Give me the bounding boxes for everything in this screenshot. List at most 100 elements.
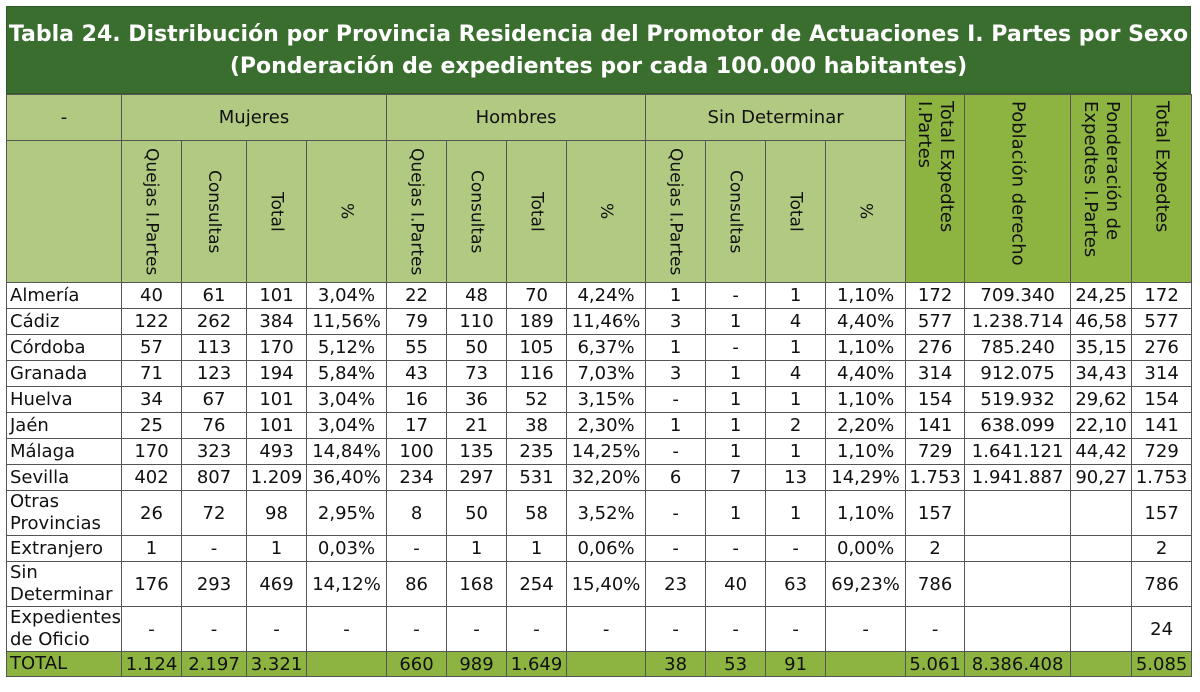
subheader-g0-c0: Quejas I.Partes	[121, 140, 182, 283]
value-cell: 154	[905, 386, 966, 413]
data-table: - Mujeres Hombres Sin Determinar Total E…	[6, 94, 1193, 677]
value-cell: 4	[765, 360, 827, 387]
value-cell: 172	[905, 282, 966, 309]
header-ponderacion: Ponderación de Expedtes I.Partes	[1070, 94, 1133, 283]
value-cell: 44,42	[1070, 438, 1133, 465]
value-cell: 34,43	[1070, 360, 1133, 387]
value-cell: 786	[1131, 561, 1193, 607]
province-cell: Huelva	[6, 386, 122, 413]
value-cell: 1.941.887	[964, 464, 1072, 491]
value-cell: 493	[246, 438, 307, 465]
value-cell: -	[705, 606, 767, 652]
value-cell: 168	[446, 561, 508, 607]
value-cell: -	[645, 438, 707, 465]
value-cell: 577	[1131, 308, 1193, 335]
value-cell: 6,37%	[566, 334, 647, 361]
value-cell: 1	[705, 360, 767, 387]
value-cell: 293	[181, 561, 247, 607]
subheader-g0-c3: %	[305, 140, 388, 283]
province-cell: Jaén	[6, 412, 122, 439]
province-cell: Otras Provincias	[6, 490, 122, 536]
value-cell: 154	[1131, 386, 1193, 413]
value-cell: 170	[246, 334, 307, 361]
value-cell: 79	[386, 308, 448, 335]
value-cell: 57	[121, 334, 182, 361]
subheader-g2-c1: Consultas	[705, 140, 767, 283]
value-cell: 6	[645, 464, 707, 491]
value-cell: 1	[705, 438, 767, 465]
value-cell: 577	[905, 308, 966, 335]
value-cell: 17	[386, 412, 448, 439]
value-cell: -	[446, 606, 508, 652]
value-cell: 1,10%	[825, 334, 907, 361]
value-cell: 1	[765, 386, 827, 413]
value-cell: 14,25%	[566, 438, 647, 465]
value-cell	[1070, 606, 1133, 652]
value-cell	[964, 535, 1072, 562]
group-mujeres: Mujeres	[120, 94, 388, 141]
value-cell: 69,23%	[825, 561, 907, 607]
group-sin-determinar: Sin Determinar	[645, 94, 907, 141]
value-cell: 235	[506, 438, 568, 465]
value-cell: 52	[506, 386, 568, 413]
province-cell: Cádiz	[6, 308, 122, 335]
value-cell: 1.649	[506, 651, 568, 677]
value-cell: 24	[1131, 606, 1193, 652]
value-cell: 67	[181, 386, 247, 413]
province-cell: TOTAL	[6, 651, 122, 677]
table-title: Tabla 24. Distribución por Provincia Res…	[6, 6, 1191, 94]
subheader-g1-c3: %	[566, 140, 647, 283]
value-cell: 384	[246, 308, 307, 335]
value-cell: 29,62	[1070, 386, 1133, 413]
table-row: Otras Provincias 26 72 98 2,95% 8 50 58 3,52% -1 1…	[6, 490, 1193, 536]
value-cell: 786	[905, 561, 966, 607]
value-cell: 72	[181, 490, 247, 536]
table-row: Huelva 34 67 101 3,04% 16 36 52 3,15% -1 1 1,10% 154…	[6, 386, 1193, 413]
province-cell: Málaga	[6, 438, 122, 465]
value-cell: 1,10%	[825, 490, 907, 536]
province-cell: Extranjero	[6, 535, 122, 562]
table-body: Almería 40 61 101 3,04% 22 48 70 4,24% 1-1 1,10% 17…	[6, 282, 1193, 677]
value-cell: 141	[1131, 412, 1193, 439]
value-cell: 1.753	[1131, 464, 1193, 491]
value-cell: 0,06%	[566, 535, 647, 562]
value-cell: 729	[905, 438, 966, 465]
value-cell: 71	[121, 360, 182, 387]
value-cell: 1.124	[121, 651, 182, 677]
header-dash: -	[6, 94, 122, 141]
value-cell: 16	[386, 386, 448, 413]
value-cell: 3	[645, 360, 707, 387]
value-cell: 24,25	[1070, 282, 1133, 309]
value-cell: 989	[446, 651, 508, 677]
value-cell: 194	[246, 360, 307, 387]
value-cell: 15,40%	[566, 561, 647, 607]
value-cell: 912.075	[964, 360, 1072, 387]
value-cell: 5,12%	[305, 334, 388, 361]
value-cell: 1	[765, 334, 827, 361]
value-cell: 50	[446, 334, 508, 361]
value-cell: 234	[386, 464, 448, 491]
value-cell: 40	[705, 561, 767, 607]
value-cell: 1.753	[905, 464, 966, 491]
value-cell: 50	[446, 490, 508, 536]
value-cell: 5.085	[1131, 651, 1193, 677]
value-cell: 55	[386, 334, 448, 361]
subheader-g1-c0: Quejas I.Partes	[386, 140, 448, 283]
value-cell: 22,10	[1070, 412, 1133, 439]
province-cell: Almería	[6, 282, 122, 309]
value-cell: 101	[246, 282, 307, 309]
value-cell: 314	[1131, 360, 1193, 387]
value-cell: -	[246, 606, 307, 652]
value-cell: 4,40%	[825, 360, 907, 387]
value-cell: -	[506, 606, 568, 652]
value-cell: 314	[905, 360, 966, 387]
value-cell: 2,95%	[305, 490, 388, 536]
value-cell: -	[705, 535, 767, 562]
table-row: Almería 40 61 101 3,04% 22 48 70 4,24% 1-1 1,10% 17…	[6, 282, 1193, 309]
subheader-g0-c1: Consultas	[181, 140, 247, 283]
value-cell: 785.240	[964, 334, 1072, 361]
value-cell: 1	[246, 535, 307, 562]
value-cell: 1	[121, 535, 182, 562]
value-cell: 1,10%	[825, 282, 907, 309]
table-row: Sin Determinar 176 293 469 14,12% 86 168 254 15,…	[6, 561, 1193, 607]
